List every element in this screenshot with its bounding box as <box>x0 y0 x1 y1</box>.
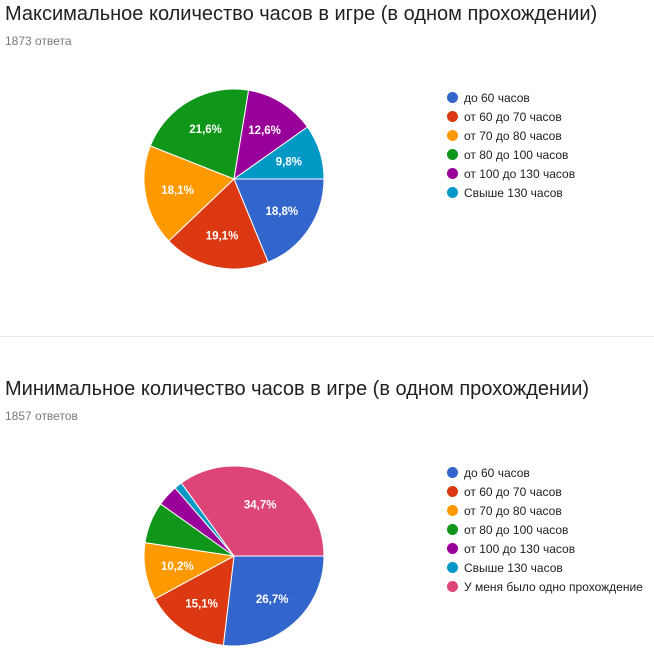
pie-chart-max: 18,8% 19,1% 18,1% 21,6% 12,6% 9,8% <box>143 88 325 270</box>
response-count: 1873 ответа <box>5 34 72 48</box>
legend-dot-icon <box>447 111 458 122</box>
pie-chart-min: 26,7% 15,1% 10,2% 34,7% <box>143 465 325 647</box>
chart-legend: до 60 часов от 60 до 70 часов от 70 до 80 … <box>447 463 643 596</box>
pie-slice <box>143 145 235 242</box>
legend-label: до 60 часов <box>464 90 530 105</box>
legend-item: от 60 до 70 часов <box>447 482 643 501</box>
pie-slice <box>233 89 309 181</box>
legend-label: У меня было одно прохождение <box>464 579 643 594</box>
chart-min-hours: Минимальное количество часов в игре (в о… <box>0 338 654 651</box>
legend-dot-icon <box>447 130 458 141</box>
pie-slice <box>154 555 235 646</box>
chart-title: Минимальное количество часов в игре (в о… <box>5 378 590 400</box>
response-count: 1857 ответов <box>5 409 78 423</box>
legend-dot-icon <box>447 562 458 573</box>
legend-dot-icon <box>447 149 458 160</box>
legend-dot-icon <box>447 543 458 554</box>
legend-label: от 60 до 70 часов <box>464 109 562 124</box>
legend-label: от 80 до 100 часов <box>464 147 569 162</box>
slice-label: 18,8% <box>265 206 298 218</box>
legend-dot-icon <box>447 92 458 103</box>
legend-item: от 100 до 130 часов <box>447 539 643 558</box>
chart-max-hours: Максимальное количество часов в игре (в … <box>5 3 598 270</box>
legend-dot-icon <box>447 187 458 198</box>
legend-item: У меня было одно прохождение <box>447 577 643 596</box>
legend-label: Свыше 130 часов <box>464 185 563 200</box>
legend-item: от 60 до 70 часов <box>447 107 575 126</box>
legend-label: от 80 до 100 часов <box>464 522 569 537</box>
legend-label: от 100 до 130 часов <box>464 166 576 181</box>
slice-label: 34,7% <box>244 500 277 512</box>
pie-slice <box>180 465 325 557</box>
legend-item: Свыше 130 часов <box>447 183 575 202</box>
legend-dot-icon <box>447 524 458 535</box>
slice-label: 9,8% <box>276 157 302 169</box>
legend-label: от 70 до 80 часов <box>464 503 562 518</box>
slice-label: 10,2% <box>161 561 194 573</box>
legend-label: от 60 до 70 часов <box>464 484 562 499</box>
legend-dot-icon <box>447 168 458 179</box>
legend-item: до 60 часов <box>447 463 643 482</box>
legend-item: от 70 до 80 часов <box>447 126 575 145</box>
legend-item: от 80 до 100 часов <box>447 145 575 164</box>
section-divider <box>0 336 654 337</box>
slice-label: 26,7% <box>256 594 289 606</box>
slice-label: 12,6% <box>248 125 281 137</box>
legend-dot-icon <box>447 581 458 592</box>
pie-slice <box>168 178 269 270</box>
legend-item: от 100 до 130 часов <box>447 164 575 183</box>
legend-dot-icon <box>447 505 458 516</box>
pie-slice <box>149 88 250 180</box>
chart-legend: до 60 часов от 60 до 70 часов от 70 до 80 … <box>447 88 575 202</box>
legend-label: Свыше 130 часов <box>464 560 563 575</box>
legend-item: от 80 до 100 часов <box>447 520 643 539</box>
legend-label: от 100 до 130 часов <box>464 541 576 556</box>
pie-slice <box>232 126 325 180</box>
legend-item: от 70 до 80 часов <box>447 501 643 520</box>
chart-title: Максимальное количество часов в игре (в … <box>5 3 598 25</box>
legend-item: Свыше 130 часов <box>447 558 643 577</box>
slice-label: 19,1% <box>206 230 239 242</box>
legend-label: от 70 до 80 часов <box>464 128 562 143</box>
pie-slice <box>233 178 325 263</box>
legend-label: до 60 часов <box>464 465 530 480</box>
slice-label: 15,1% <box>185 599 218 611</box>
legend-dot-icon <box>447 467 458 478</box>
legend-dot-icon <box>447 486 458 497</box>
slice-label: 18,1% <box>161 185 194 197</box>
pie-slice <box>222 555 325 647</box>
legend-item: до 60 часов <box>447 88 575 107</box>
slice-label: 21,6% <box>189 124 222 136</box>
